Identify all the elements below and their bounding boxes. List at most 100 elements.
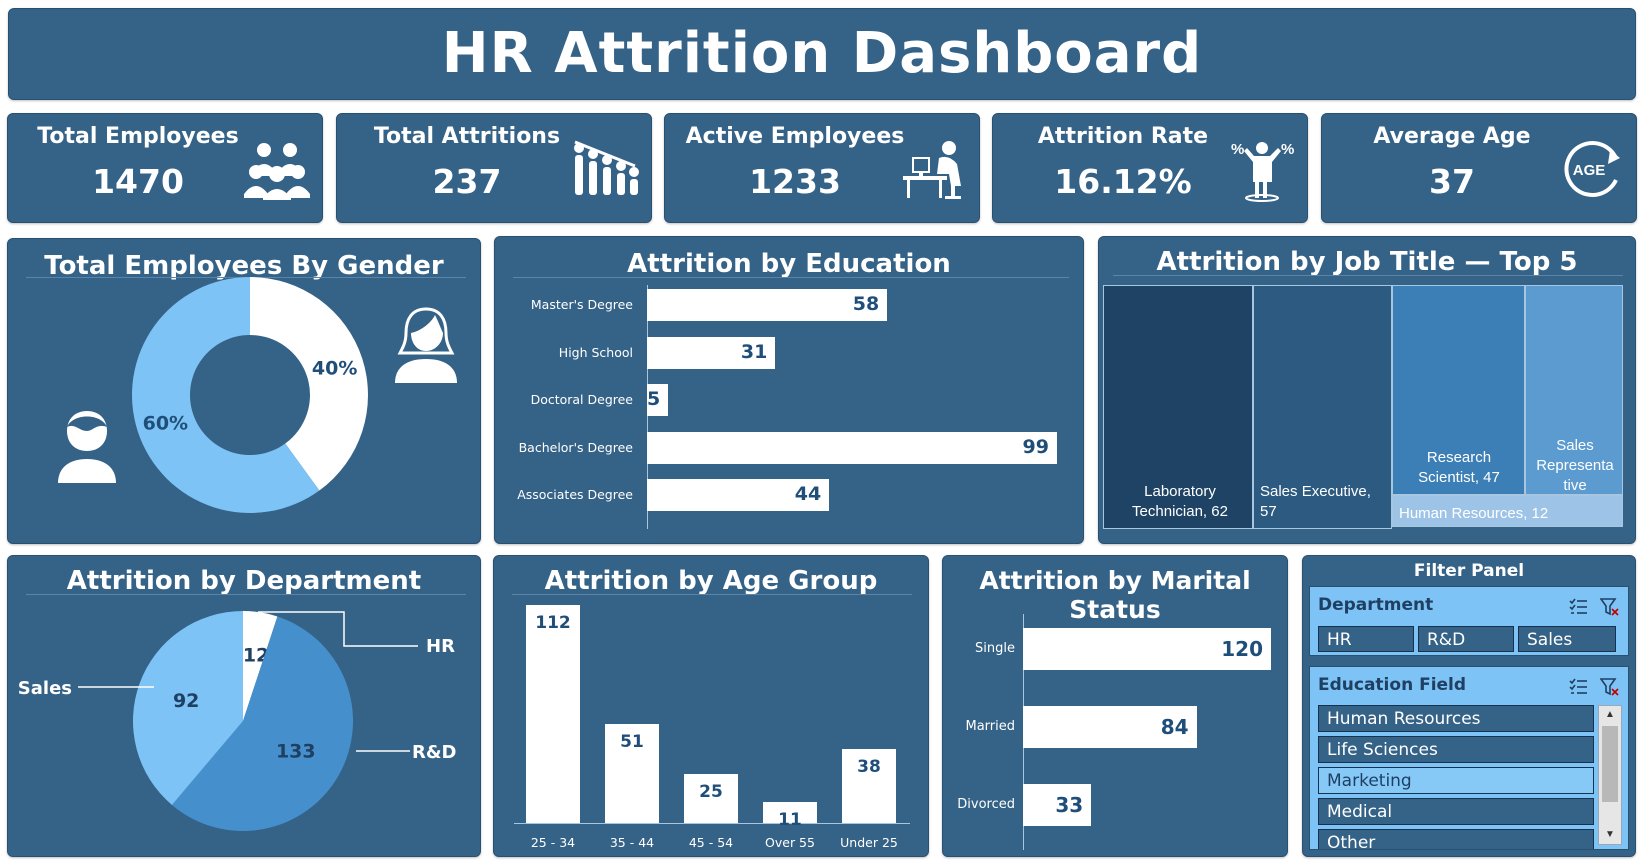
bar — [647, 384, 668, 416]
department-option-sales[interactable]: Sales — [1518, 626, 1616, 652]
leader-line — [258, 611, 418, 647]
bar — [647, 289, 888, 321]
department-pie-chart: 12 133 92 HR R&D Sales — [18, 611, 457, 831]
treemap-label: Laboratory Technician, 62 — [1132, 483, 1228, 520]
slicer-title: Education Field — [1318, 675, 1467, 695]
category-label: R&D — [412, 742, 457, 763]
axis-tick-label: Doctoral Degree — [530, 392, 633, 407]
axis-tick-label: High School — [558, 344, 633, 360]
treemap-cell: Research Scientist, 47 — [1392, 285, 1525, 495]
column — [526, 605, 580, 823]
axis-tick-label: 45 - 54 — [688, 835, 734, 850]
axis-tick-label: 35 - 44 — [609, 835, 655, 850]
data-label: 99 — [1022, 435, 1049, 458]
treemap-label: Sales Representa tive — [1536, 437, 1614, 494]
kpi-label: Total Employees — [37, 124, 239, 149]
divider — [512, 594, 912, 595]
people-declining-icon — [574, 140, 639, 195]
education-bar-chart: Master's Degree 58 High School 31 Doctoral D… — [495, 237, 1085, 545]
pie-slice-label: 92 — [173, 690, 199, 712]
male-avatar-icon — [58, 411, 116, 483]
data-label: 51 — [620, 731, 644, 752]
svg-text:%: % — [1231, 141, 1244, 158]
scrollbar-thumb[interactable] — [1602, 726, 1618, 802]
marital-chart-title: Attrition by Marital Status — [979, 566, 1251, 624]
pie-slice-label: 133 — [276, 741, 316, 763]
scroll-up-icon[interactable]: ▲ — [1605, 709, 1615, 720]
bar — [647, 336, 776, 369]
multi-select-icon[interactable] — [1568, 597, 1588, 617]
treemap-cell: Human Resources, 12 — [1392, 495, 1623, 527]
age-chart-title: Attrition by Age Group — [544, 566, 878, 596]
kpi-value: 1233 — [749, 162, 841, 201]
data-label: 112 — [535, 613, 571, 633]
slicer-title: Department — [1318, 595, 1434, 615]
age-column-chart: 112 25 - 34 51 35 - 44 25 45 - 54 11 Over 55 38 U… — [494, 556, 930, 858]
education-option-marketing[interactable]: Marketing — [1318, 767, 1594, 794]
kpi-total-employees: Total Employees 1470 — [7, 113, 323, 223]
treemap-label: Research Scientist, 47 — [1418, 449, 1500, 486]
pie-slice — [243, 611, 278, 721]
kpi-label: Average Age — [1373, 124, 1531, 149]
jobtitle-chart-title: Attrition by Job Title — Top 5 — [1156, 247, 1578, 277]
pie-slice — [171, 616, 353, 831]
axis-tick-label: Under 25 — [840, 835, 898, 850]
axis-tick-label: Associates Degree — [517, 487, 633, 502]
divider — [513, 277, 1069, 278]
donut-slice-label: 40% — [312, 357, 357, 379]
clear-filter-icon[interactable] — [1600, 597, 1620, 617]
female-avatar-icon — [395, 307, 457, 383]
donut-slice — [131, 277, 320, 513]
filter-panel: Filter Panel Department HR R&D Sales Edu… — [1302, 555, 1636, 857]
slicer-scrollbar[interactable]: ▲ ▼ — [1598, 705, 1622, 845]
gender-chart-panel: Total Employees By Gender 40% 60% — [7, 238, 481, 544]
bar — [1023, 784, 1092, 826]
axis-tick-label: Divorced — [957, 797, 1015, 812]
category-label: Sales — [18, 678, 72, 699]
treemap-label: Human Resources, 12 — [1399, 505, 1549, 522]
data-label: 5 — [647, 388, 661, 410]
percent-person-icon: % % — [1231, 141, 1294, 202]
bar — [1023, 628, 1271, 670]
data-label: 38 — [857, 757, 881, 778]
axis-tick-label: Master's Degree — [530, 297, 633, 312]
bar — [1023, 706, 1197, 748]
data-label: 11 — [778, 809, 802, 830]
scroll-down-icon[interactable]: ▼ — [1605, 829, 1615, 840]
education-option-other[interactable]: Other — [1318, 829, 1594, 849]
kpi-label: Total Attritions — [373, 124, 561, 149]
column — [842, 749, 896, 823]
multi-select-icon[interactable] — [1568, 677, 1588, 697]
gender-chart-title: Total Employees By Gender — [44, 251, 444, 281]
kpi-value: 237 — [432, 162, 502, 201]
marital-chart-panel: Attrition by Marital Status Single 120 Mar… — [942, 555, 1288, 857]
axis-tick-label: 25 - 34 — [530, 835, 576, 850]
jobtitle-chart-panel: Attrition by Job Title — Top 5 Laborator… — [1098, 236, 1636, 544]
clear-filter-icon[interactable] — [1600, 677, 1620, 697]
treemap-cell: Sales Executive, 57 — [1253, 285, 1392, 529]
education-option-life-sciences[interactable]: Life Sciences — [1318, 736, 1594, 763]
divider — [1113, 275, 1623, 276]
department-chart-title: Attrition by Department — [66, 566, 422, 596]
department-option-hr[interactable]: HR — [1318, 626, 1414, 652]
kpi-attrition-rate: Attrition Rate 16.12% % % — [992, 113, 1308, 223]
kpi-label: Attrition Rate — [1037, 124, 1209, 149]
department-chart-panel: Attrition by Department 12 133 92 HR R&D Sale… — [7, 555, 481, 857]
kpi-total-attritions: Total Attritions 237 — [336, 113, 652, 223]
education-field-slicer: Education Field Human Resources Life Sci… — [1309, 666, 1629, 850]
education-option-human-resources[interactable]: Human Resources — [1318, 705, 1594, 732]
treemap-cell: Sales Representa tive — [1525, 285, 1623, 495]
department-option-rnd[interactable]: R&D — [1418, 626, 1514, 652]
kpi-active-employees: Active Employees 1233 — [664, 113, 980, 223]
svg-text:%: % — [1281, 141, 1294, 158]
data-label: 44 — [794, 483, 822, 505]
kpi-average-age: Average Age 37 AGE — [1321, 113, 1637, 223]
education-option-medical[interactable]: Medical — [1318, 798, 1594, 825]
education-chart-title: Attrition by Education — [627, 249, 951, 279]
kpi-label: Active Employees — [685, 124, 905, 149]
people-group-icon — [244, 143, 310, 200]
column — [605, 723, 659, 823]
column — [763, 801, 817, 823]
column — [684, 774, 738, 823]
data-label: 25 — [699, 782, 723, 803]
